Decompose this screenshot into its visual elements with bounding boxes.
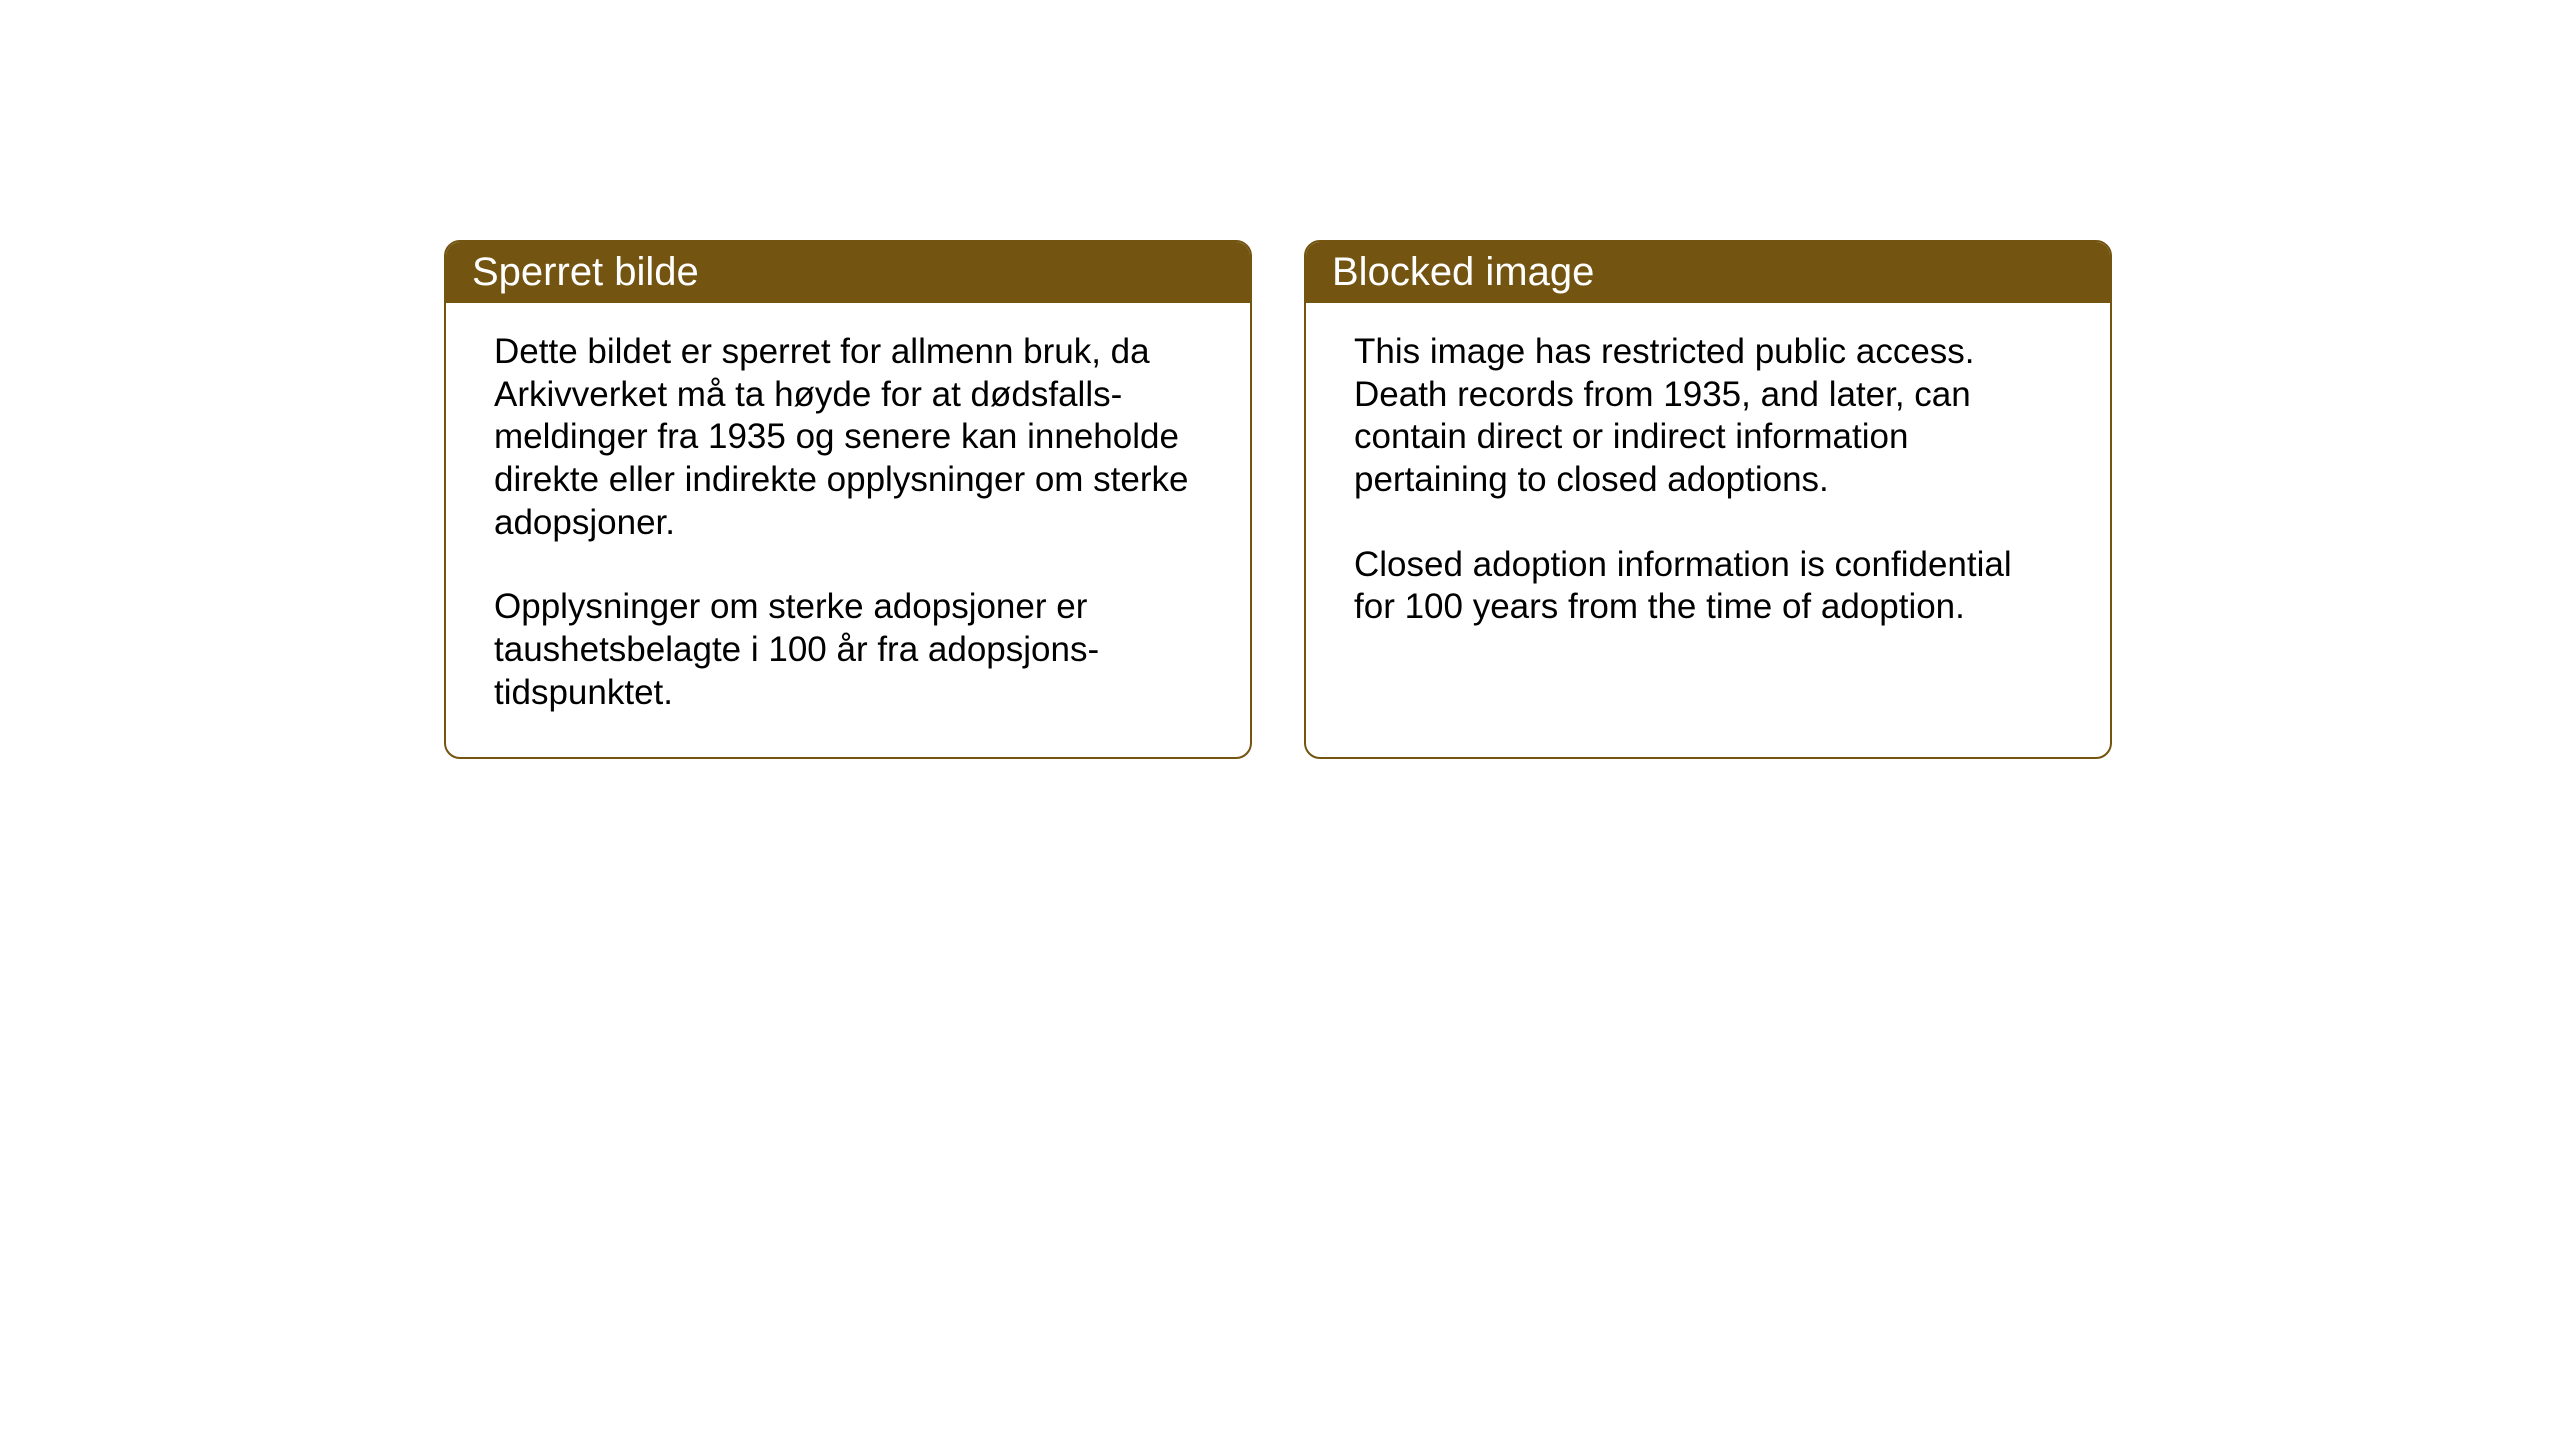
- card-paragraph-1-english: This image has restricted public access.…: [1354, 331, 2062, 502]
- card-title-norwegian: Sperret bilde: [472, 250, 699, 294]
- card-english: Blocked image This image has restricted …: [1304, 240, 2112, 759]
- card-header-norwegian: Sperret bilde: [446, 242, 1250, 303]
- card-body-norwegian: Dette bildet er sperret for allmenn bruk…: [446, 303, 1250, 757]
- card-paragraph-2-norwegian: Opplysninger om sterke adopsjoner er tau…: [494, 586, 1202, 714]
- card-header-english: Blocked image: [1306, 242, 2110, 303]
- card-title-english: Blocked image: [1332, 250, 1594, 294]
- card-body-english: This image has restricted public access.…: [1306, 303, 2110, 671]
- card-norwegian: Sperret bilde Dette bildet er sperret fo…: [444, 240, 1252, 759]
- card-paragraph-1-norwegian: Dette bildet er sperret for allmenn bruk…: [494, 331, 1202, 544]
- card-paragraph-2-english: Closed adoption information is confident…: [1354, 544, 2062, 629]
- cards-container: Sperret bilde Dette bildet er sperret fo…: [0, 0, 2560, 759]
